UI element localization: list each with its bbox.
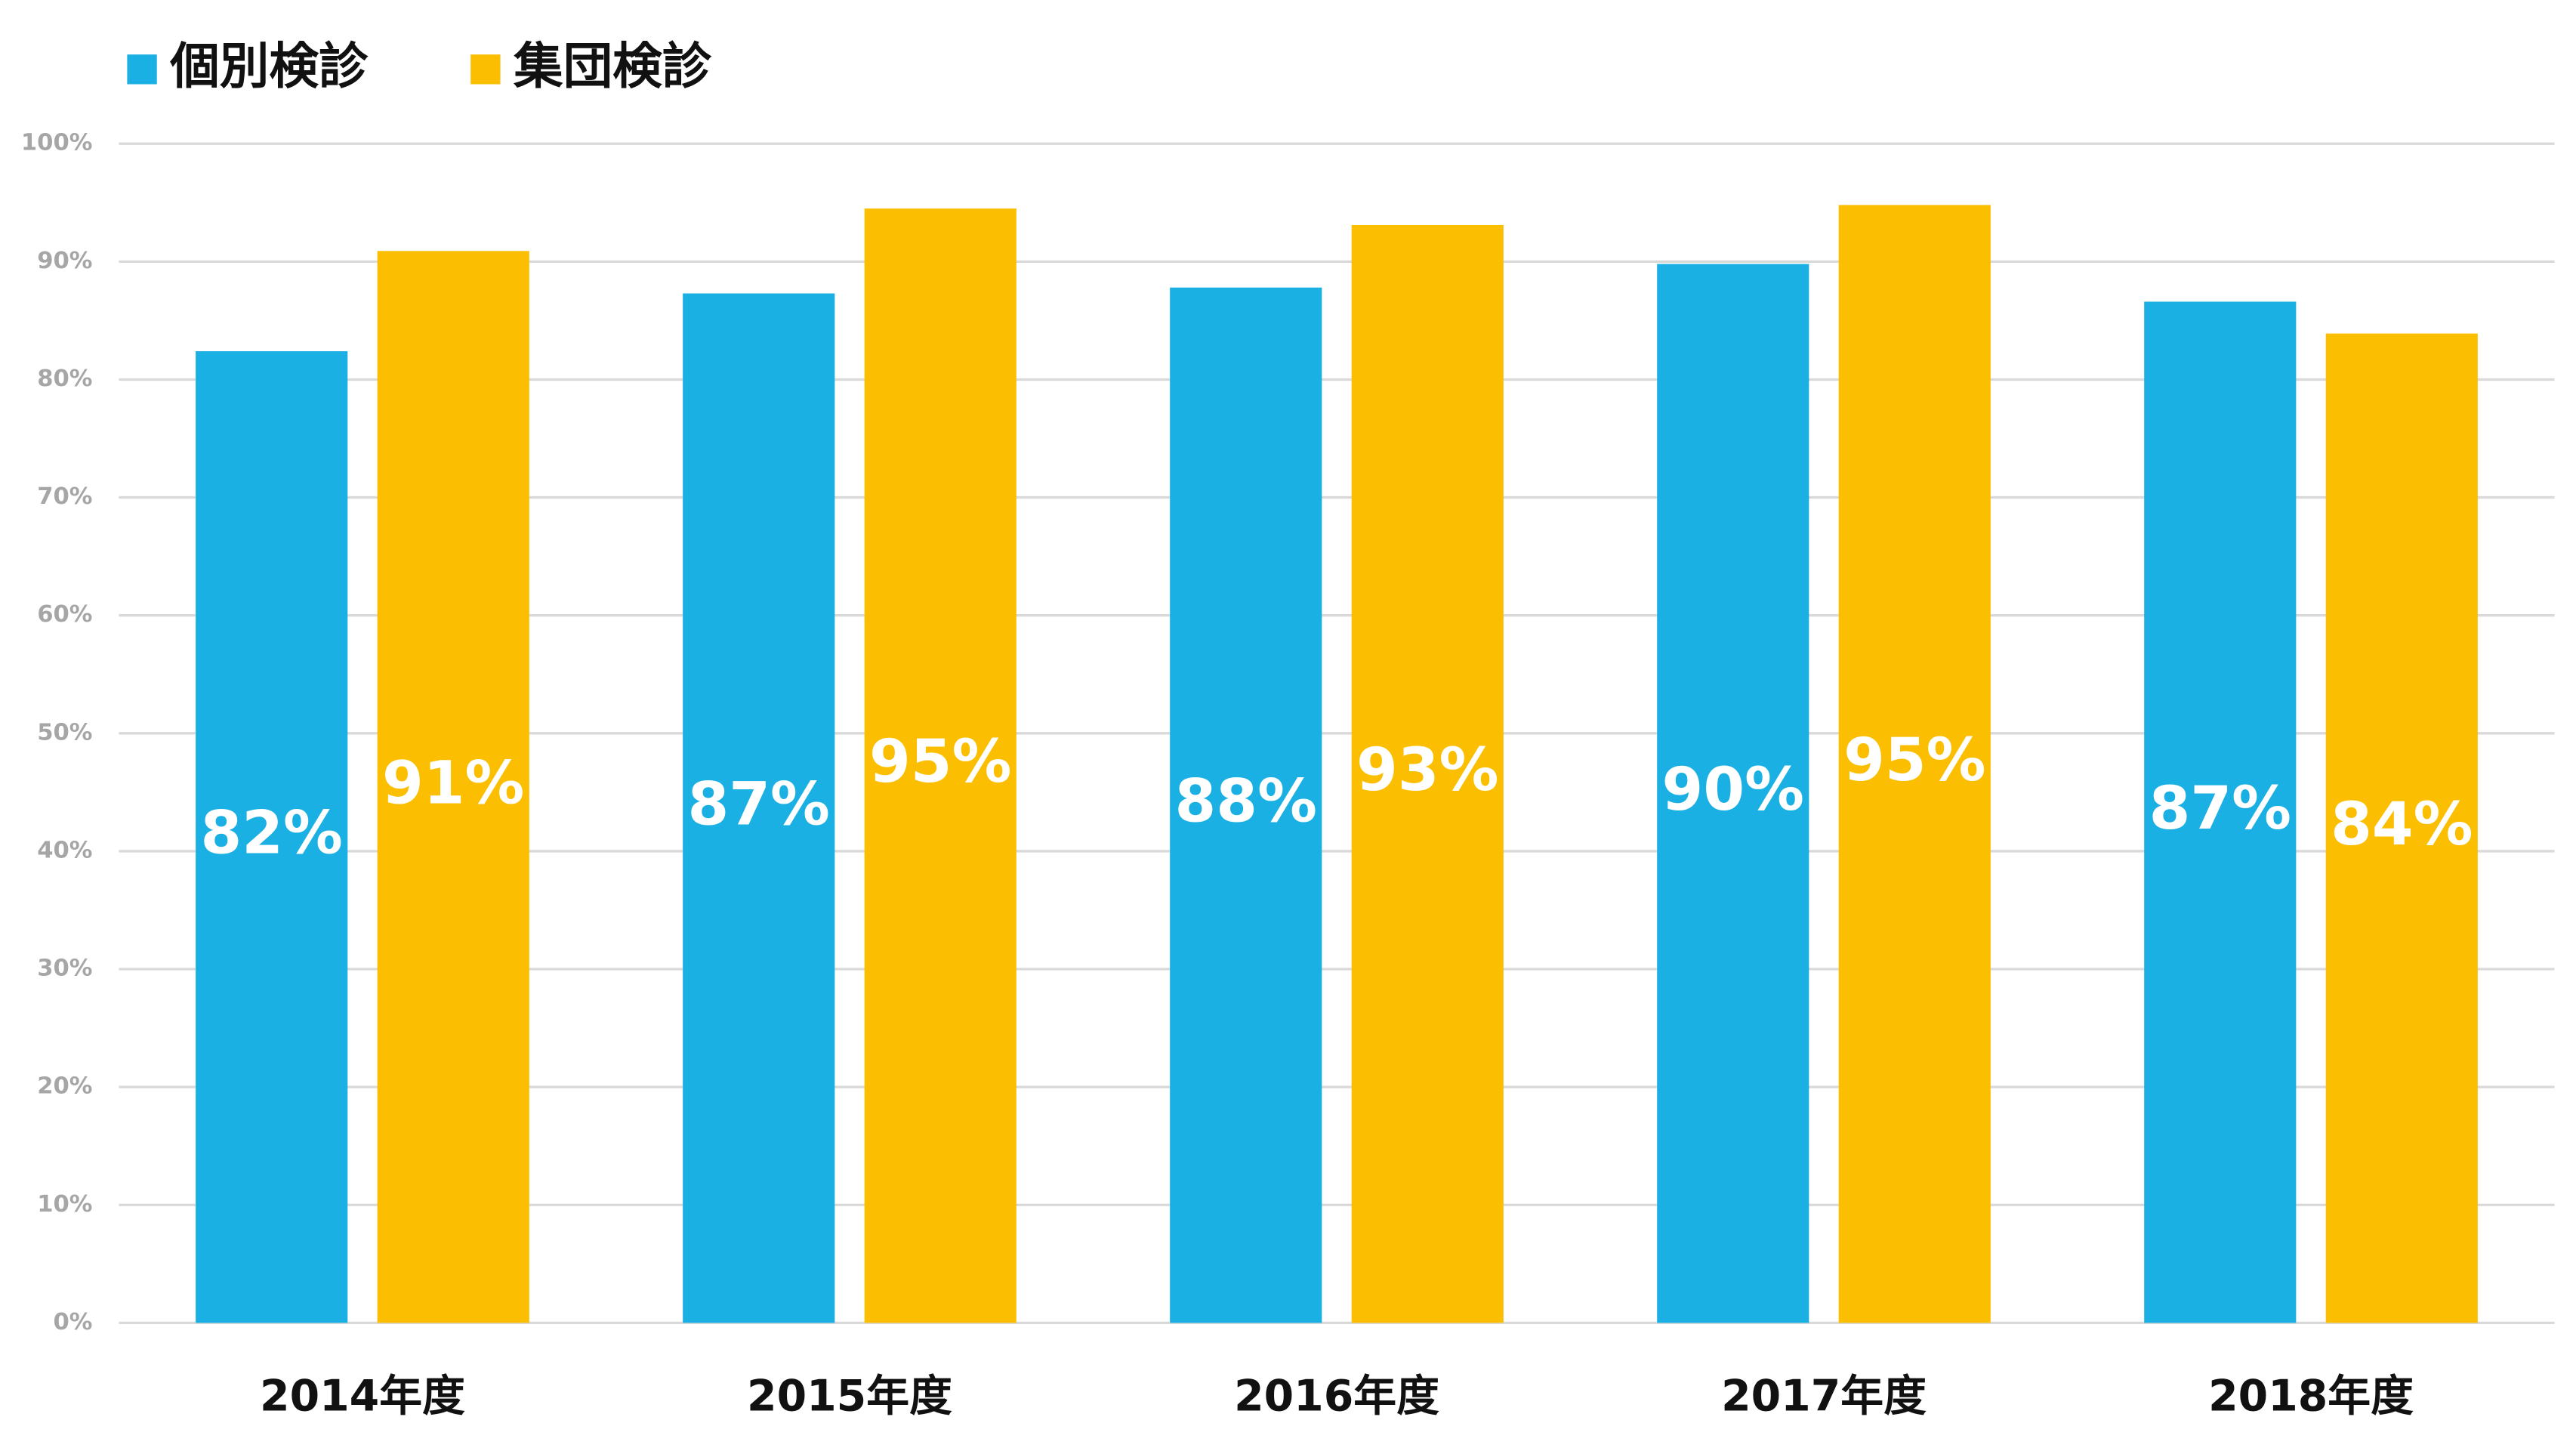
bar bbox=[1657, 264, 1809, 1323]
bar bbox=[1838, 205, 1991, 1323]
bar bbox=[2144, 301, 2297, 1323]
data-label: 87% bbox=[688, 769, 830, 838]
x-tick-label: 2016年度 bbox=[1234, 1372, 1439, 1422]
legend-label: 集団検診 bbox=[513, 38, 712, 95]
y-tick-label: 100% bbox=[21, 130, 93, 156]
legend-swatch bbox=[470, 54, 501, 85]
data-label: 88% bbox=[1175, 767, 1317, 836]
y-tick-label: 40% bbox=[37, 837, 92, 863]
data-label: 93% bbox=[1356, 735, 1498, 804]
y-tick-label: 60% bbox=[37, 601, 92, 628]
bar bbox=[683, 293, 835, 1323]
y-tick-label: 80% bbox=[37, 366, 92, 392]
data-label: 82% bbox=[201, 798, 343, 868]
y-tick-label: 70% bbox=[37, 483, 92, 510]
legend-label: 個別検診 bbox=[169, 38, 369, 95]
data-label: 95% bbox=[869, 727, 1011, 796]
y-tick-label: 90% bbox=[37, 248, 92, 274]
bar bbox=[2325, 333, 2478, 1323]
y-tick-label: 10% bbox=[37, 1191, 92, 1218]
x-tick-label: 2014年度 bbox=[260, 1372, 465, 1422]
x-tick-label: 2017年度 bbox=[1721, 1372, 1927, 1422]
x-tick-label: 2015年度 bbox=[747, 1372, 952, 1422]
y-tick-label: 20% bbox=[37, 1073, 92, 1100]
data-label: 90% bbox=[1662, 755, 1804, 824]
x-tick-label: 2018年度 bbox=[2208, 1372, 2414, 1422]
bar bbox=[1351, 224, 1504, 1323]
bar bbox=[864, 208, 1017, 1323]
y-tick-label: 0% bbox=[54, 1309, 93, 1335]
legend-swatch bbox=[127, 54, 157, 85]
data-label: 84% bbox=[2331, 789, 2473, 859]
y-tick-label: 30% bbox=[37, 955, 92, 982]
bar bbox=[377, 251, 529, 1323]
data-label: 87% bbox=[2149, 773, 2291, 843]
bar bbox=[1170, 287, 1322, 1323]
bar bbox=[196, 350, 348, 1323]
data-label: 91% bbox=[382, 748, 524, 817]
y-tick-label: 50% bbox=[37, 719, 92, 746]
data-label: 95% bbox=[1843, 725, 1985, 795]
